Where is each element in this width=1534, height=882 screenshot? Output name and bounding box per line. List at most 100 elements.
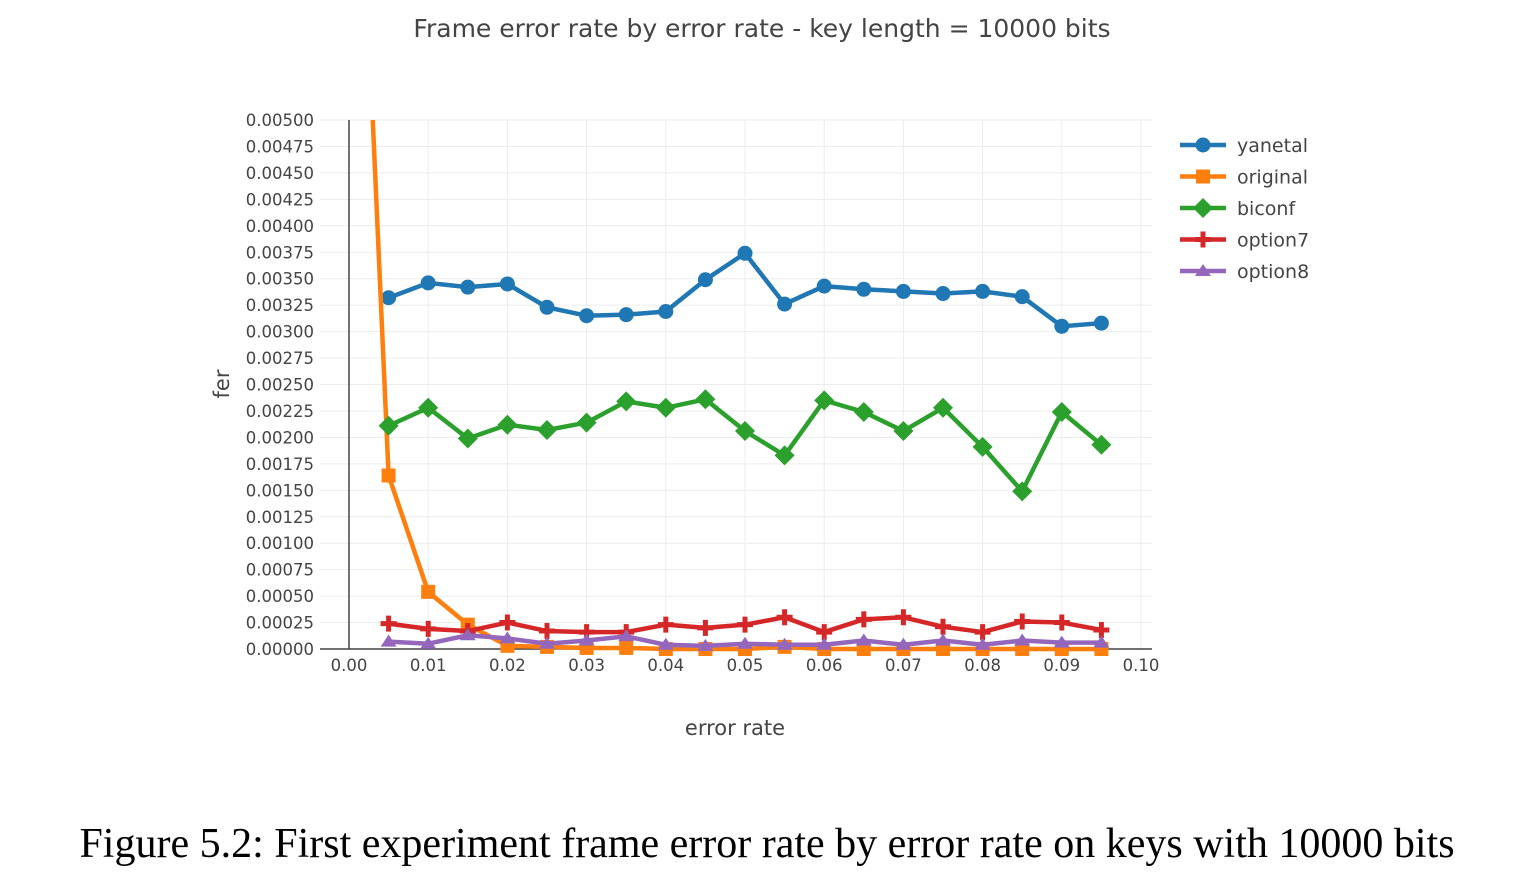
- y-tick-label: 0.00000: [246, 640, 314, 659]
- data-point-yanetal: [1014, 289, 1030, 305]
- x-tick-label: 0.07: [885, 656, 922, 675]
- x-tick-label: 0.03: [568, 656, 605, 675]
- y-tick-label: 0.00225: [246, 402, 314, 421]
- legend-marker-option8: [1195, 264, 1211, 276]
- data-point-biconf: [537, 419, 557, 440]
- y-tick-label: 0.00500: [246, 111, 314, 130]
- y-tick-label: 0.00400: [246, 217, 314, 236]
- y-tick-label: 0.00025: [246, 614, 314, 633]
- data-point-yanetal: [618, 307, 634, 323]
- data-point-biconf: [378, 415, 399, 436]
- x-tick-label: 0.06: [806, 656, 843, 675]
- y-tick-label: 0.00050: [246, 587, 314, 606]
- data-point-option8: [1014, 633, 1031, 646]
- x-tick-label: 0.10: [1123, 656, 1160, 675]
- data-point-biconf: [735, 421, 755, 442]
- x-tick-label: 0.09: [1043, 656, 1080, 675]
- data-point-biconf: [418, 397, 439, 418]
- legend-marker-yanetal: [1195, 137, 1211, 153]
- legend: yanetal original biconf option7 option8: [1180, 135, 1309, 283]
- data-point-yanetal: [816, 278, 832, 294]
- data-point-option7: [1093, 621, 1110, 638]
- data-point-yanetal: [697, 272, 713, 288]
- legend-item-biconf: biconf: [1180, 198, 1296, 220]
- data-point-yanetal: [1093, 315, 1109, 331]
- x-tick-label: 0.01: [410, 656, 447, 675]
- data-point-biconf: [933, 397, 953, 418]
- y-axis-title: fer: [210, 369, 234, 398]
- data-point-biconf: [497, 414, 518, 435]
- data-point-option8: [1053, 635, 1070, 648]
- x-tick-label: 0.00: [331, 656, 368, 675]
- data-point-option7: [380, 615, 397, 632]
- data-point-option7: [657, 616, 674, 633]
- series-option7: [380, 609, 1110, 641]
- data-point-original: [619, 640, 634, 655]
- data-point-option7: [816, 624, 833, 641]
- data-point-option8: [499, 631, 516, 644]
- data-point-yanetal: [935, 286, 951, 302]
- y-tick-label: 0.00075: [246, 561, 314, 580]
- data-point-original: [421, 584, 436, 599]
- y-tick-label: 0.00450: [246, 164, 314, 183]
- data-point-option8: [459, 628, 476, 641]
- legend-label-option7: option7: [1237, 230, 1309, 252]
- data-point-option7: [974, 624, 991, 641]
- data-point-option8: [895, 637, 912, 650]
- y-tick-label: 0.00100: [246, 534, 314, 553]
- legend-marker-original: [1196, 169, 1210, 184]
- legend-item-option7: option7: [1180, 230, 1309, 252]
- data-point-option8: [816, 637, 833, 650]
- legend-label-yanetal: yanetal: [1237, 135, 1308, 157]
- data-point-yanetal: [381, 290, 397, 306]
- data-point-option8: [539, 636, 555, 649]
- data-point-option8: [657, 637, 674, 650]
- data-point-yanetal: [856, 281, 872, 297]
- y-tick-label: 0.00175: [246, 455, 314, 474]
- series-biconf: [378, 389, 1112, 502]
- grid: [320, 119, 1152, 650]
- data-point-option7: [420, 620, 437, 637]
- legend-item-yanetal: yanetal: [1180, 135, 1308, 157]
- data-point-biconf: [655, 397, 676, 418]
- data-point-biconf: [893, 421, 914, 442]
- data-point-biconf: [1091, 434, 1112, 455]
- y-tick-label: 0.00125: [246, 508, 314, 527]
- series-original: [370, 119, 1109, 656]
- data-point-yanetal: [420, 275, 436, 291]
- y-tick-label: 0.00150: [246, 481, 314, 500]
- data-point-biconf: [457, 428, 478, 449]
- y-tick-label: 0.00250: [246, 376, 314, 395]
- data-point-option7: [499, 614, 516, 631]
- data-point-biconf: [1051, 402, 1072, 423]
- data-point-yanetal: [499, 276, 515, 292]
- y-tick-label: 0.00375: [246, 243, 314, 262]
- x-tick-label: 0.05: [727, 656, 764, 675]
- y-tick-label: 0.00425: [246, 190, 314, 209]
- data-point-option8: [1093, 635, 1110, 648]
- data-point-yanetal: [737, 245, 753, 261]
- y-tick-label: 0.00275: [246, 349, 314, 368]
- x-tick-label: 0.04: [647, 656, 684, 675]
- chart: Frame error rate by error rate - key len…: [210, 14, 1309, 740]
- y-tick-label: 0.00200: [246, 428, 314, 447]
- data-point-option7: [935, 618, 951, 635]
- data-point-biconf: [853, 402, 874, 423]
- x-axis-title: error rate: [685, 716, 785, 740]
- legend-label-option8: option8: [1237, 261, 1309, 283]
- data-point-biconf: [972, 436, 993, 457]
- data-point-biconf: [616, 391, 637, 412]
- x-tick-label: 0.08: [964, 656, 1001, 675]
- data-point-option7: [697, 619, 714, 636]
- data-point-biconf: [1012, 481, 1033, 502]
- data-point-biconf: [576, 412, 597, 433]
- data-point-option7: [776, 609, 793, 626]
- data-point-option8: [974, 637, 991, 650]
- data-point-option8: [697, 638, 714, 651]
- y-tick-label: 0.00350: [246, 270, 314, 289]
- data-point-original: [381, 468, 396, 483]
- data-point-yanetal: [539, 299, 555, 315]
- data-point-option7: [855, 611, 872, 628]
- data-point-option8: [855, 633, 872, 646]
- data-point-option8: [380, 634, 397, 647]
